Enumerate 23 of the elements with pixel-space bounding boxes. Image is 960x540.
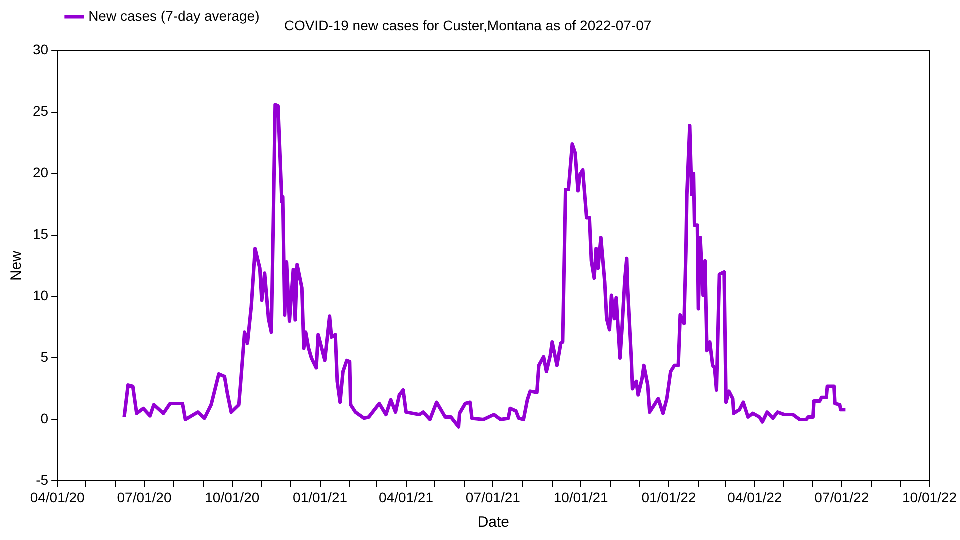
x-tick-label: 07/01/22 xyxy=(814,489,870,506)
y-tick-label: -5 xyxy=(36,472,49,488)
y-tick-label: 10 xyxy=(32,288,49,304)
chart-title: COVID-19 new cases for Custer,Montana as of 2022-07-07 xyxy=(284,17,652,34)
x-tick-label: 07/01/21 xyxy=(466,489,521,506)
x-tick-label: 10/01/21 xyxy=(554,489,609,506)
y-tick-label: 5 xyxy=(40,349,49,366)
x-tick-label: 10/01/22 xyxy=(902,489,958,506)
x-tick-label: 01/01/21 xyxy=(293,489,348,506)
y-axis-title: New xyxy=(8,250,26,282)
x-axis-title: Date xyxy=(478,514,510,532)
y-tick-label: 30 xyxy=(32,42,49,58)
x-tick-label: 10/01/20 xyxy=(205,489,260,506)
y-tick-label: 20 xyxy=(32,164,49,181)
x-tick-label: 01/01/22 xyxy=(642,489,696,506)
y-tick-label: 25 xyxy=(32,103,49,120)
y-tick-label: 15 xyxy=(32,226,49,242)
x-tick-label: 07/01/20 xyxy=(117,489,172,506)
legend-label: New cases (7-day average) xyxy=(88,8,260,24)
x-tick-label: 04/01/22 xyxy=(728,489,782,506)
x-tick-label: 04/01/21 xyxy=(379,489,434,506)
y-tick-label: 0 xyxy=(40,410,49,427)
x-tick-label: 04/01/20 xyxy=(30,489,86,506)
